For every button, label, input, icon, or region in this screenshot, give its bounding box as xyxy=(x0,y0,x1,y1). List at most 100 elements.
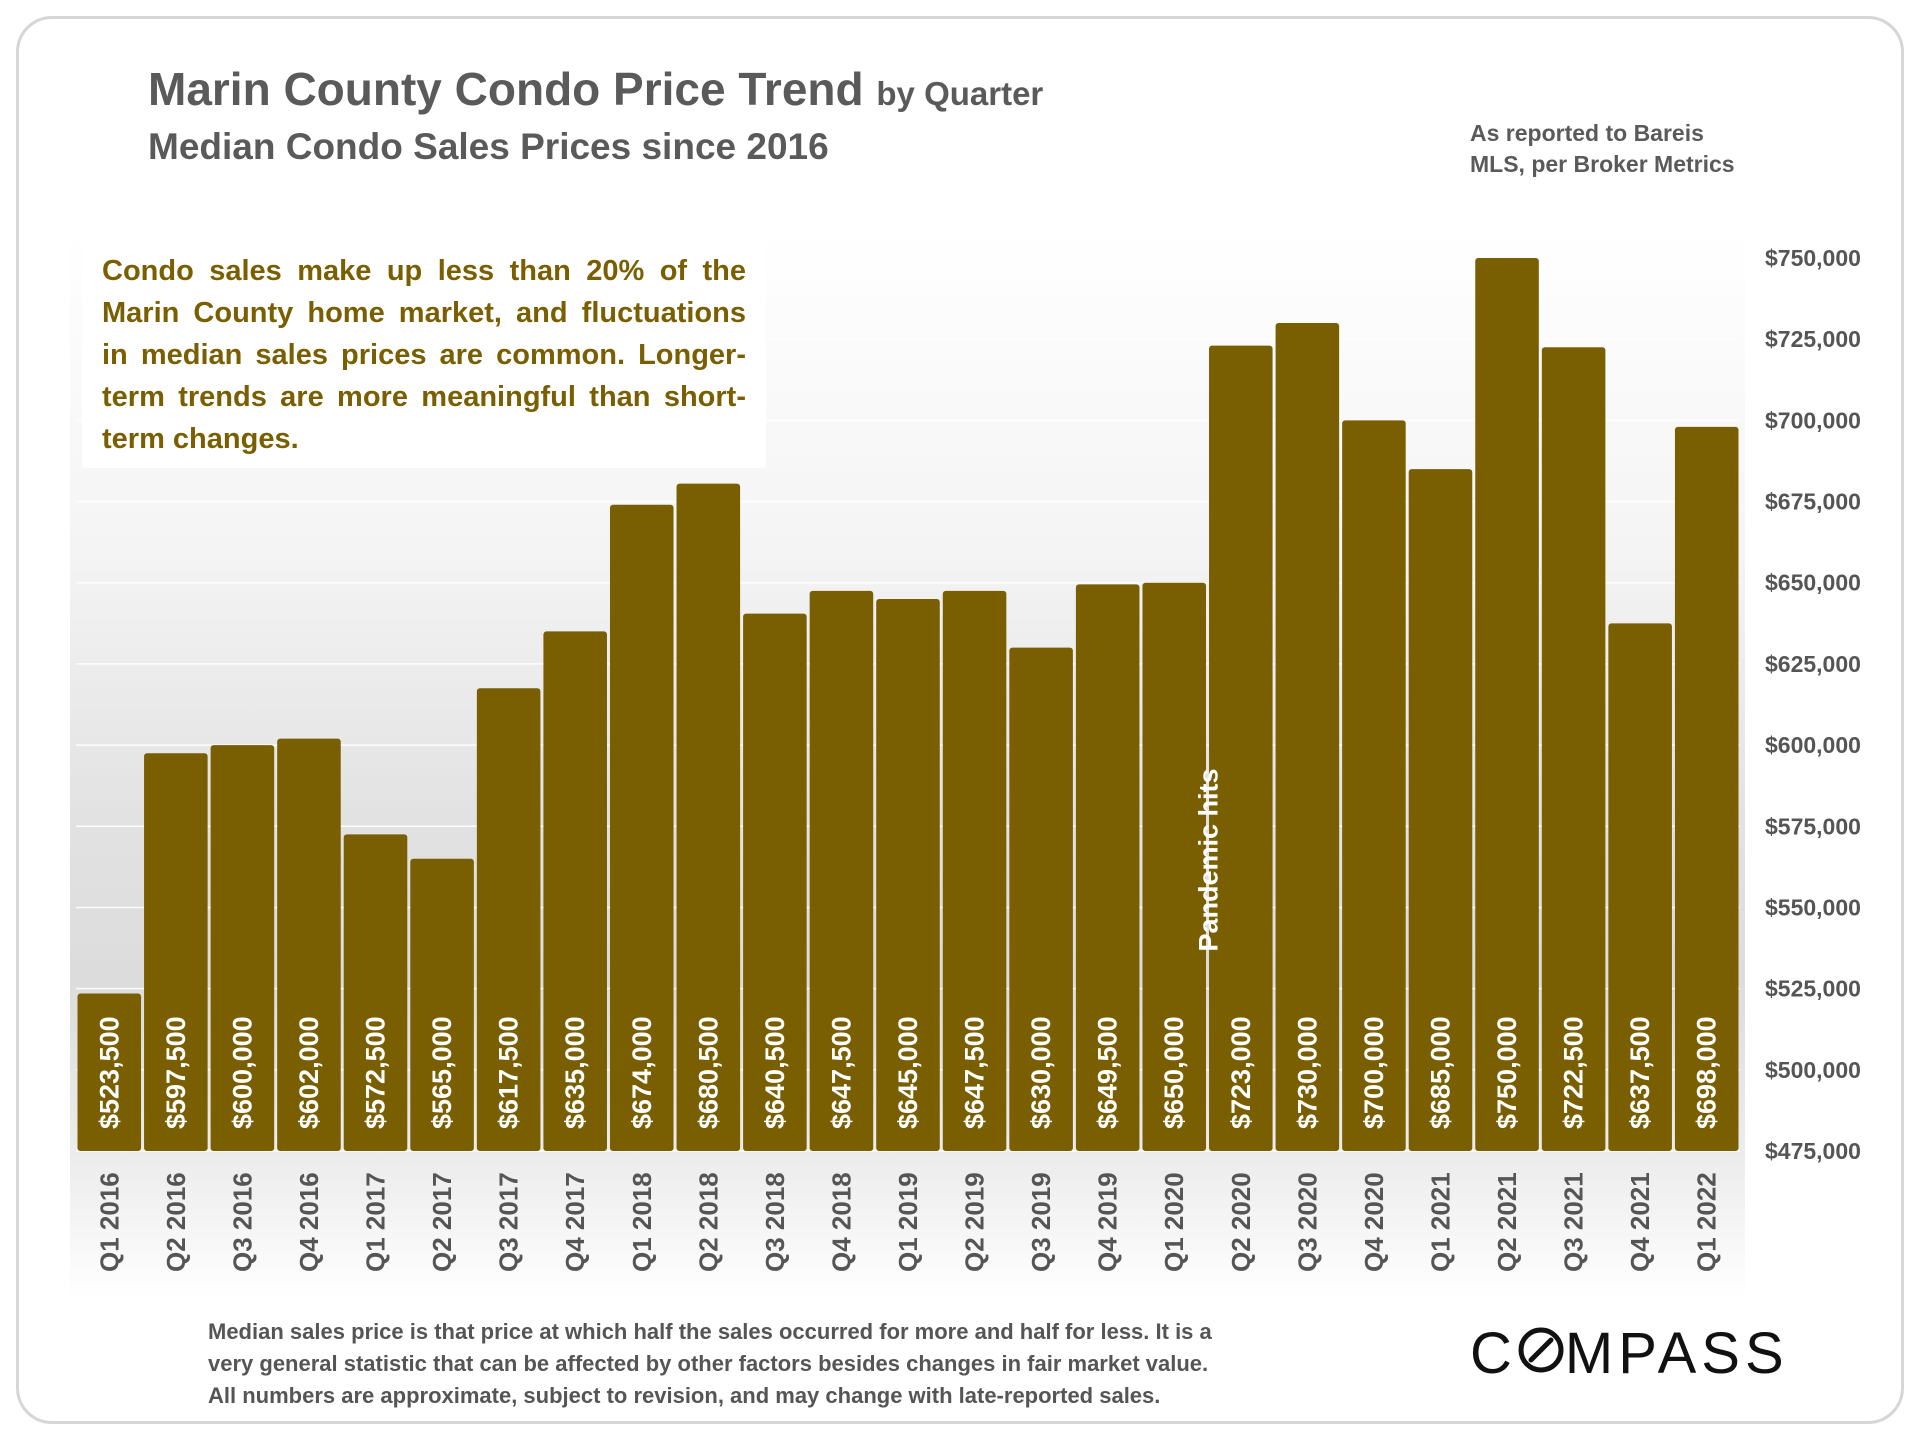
x-tick-label: Q4 2020 xyxy=(1359,1172,1389,1272)
y-tick-label: $700,000 xyxy=(1765,407,1861,433)
source-note: As reported to Bareis MLS, per Broker Me… xyxy=(1470,118,1770,180)
x-tick-label: Q4 2016 xyxy=(294,1172,324,1272)
bar-value-label: $635,000 xyxy=(560,1016,590,1129)
bar-value-label: $637,500 xyxy=(1625,1016,1655,1129)
bar xyxy=(476,688,541,1151)
bar-value-label: $650,000 xyxy=(1159,1016,1189,1129)
compass-o-icon xyxy=(1518,1327,1564,1373)
x-tick-label: Q2 2019 xyxy=(960,1172,990,1272)
bar xyxy=(410,858,474,1151)
bar-value-label: $647,500 xyxy=(826,1016,856,1129)
y-tick-label: $650,000 xyxy=(1765,570,1861,596)
bar xyxy=(1342,420,1406,1151)
bar xyxy=(144,753,208,1151)
bar-value-label: $723,000 xyxy=(1226,1016,1256,1129)
x-tick-label: Q4 2019 xyxy=(1093,1172,1123,1272)
x-tick-label: Q1 2018 xyxy=(627,1172,657,1272)
x-tick-label: Q1 2017 xyxy=(361,1172,391,1272)
bar xyxy=(77,993,142,1151)
bar-value-label: $674,000 xyxy=(627,1016,657,1129)
bar-value-label: $597,500 xyxy=(161,1016,191,1129)
y-tick-label: $750,000 xyxy=(1765,245,1861,271)
bar-value-label: $649,500 xyxy=(1093,1016,1123,1129)
bar xyxy=(809,590,874,1151)
chart-title-suffix: by Quarter xyxy=(876,75,1044,112)
bar-value-label: $645,000 xyxy=(893,1016,923,1129)
x-tick-label: Q3 2016 xyxy=(227,1172,257,1272)
y-tick-label: $475,000 xyxy=(1765,1138,1861,1164)
x-tick-label: Q2 2016 xyxy=(161,1172,191,1272)
bar-value-label: $600,000 xyxy=(227,1016,257,1129)
y-tick-label: $625,000 xyxy=(1765,651,1861,677)
callout-box: Condo sales make up less than 20% of the… xyxy=(82,240,766,468)
logo-text-start: C xyxy=(1470,1321,1517,1386)
bar-value-label: $647,500 xyxy=(960,1016,990,1129)
x-tick-label: Q1 2021 xyxy=(1425,1172,1455,1272)
bar-value-label: $630,000 xyxy=(1026,1016,1056,1129)
bar xyxy=(1209,345,1273,1151)
bar-value-label: $680,500 xyxy=(693,1016,723,1129)
x-tick-label: Q2 2021 xyxy=(1492,1172,1522,1272)
bar xyxy=(543,631,607,1151)
x-tick-label: Q1 2020 xyxy=(1159,1172,1189,1272)
x-tick-label: Q1 2022 xyxy=(1692,1172,1722,1272)
x-tick-label: Q3 2017 xyxy=(494,1172,524,1272)
bar-value-label: $685,000 xyxy=(1425,1016,1455,1129)
bar xyxy=(1541,347,1606,1151)
footnote-line-2: very general statistic that can be affec… xyxy=(208,1351,1209,1376)
x-tick-label: Q3 2020 xyxy=(1292,1172,1322,1272)
source-line-1: As reported to Bareis xyxy=(1470,120,1704,146)
bar xyxy=(1275,322,1340,1152)
bar-value-label: $617,500 xyxy=(494,1016,524,1129)
x-tick-label: Q2 2020 xyxy=(1226,1172,1256,1272)
bar xyxy=(609,504,674,1151)
x-tick-label: Q3 2018 xyxy=(760,1172,790,1272)
y-tick-label: $600,000 xyxy=(1765,732,1861,758)
bar-value-label: $602,000 xyxy=(294,1016,324,1129)
y-tick-label: $575,000 xyxy=(1765,813,1861,839)
chart-title: Marin County Condo Price Trend by Quarte… xyxy=(148,62,1043,116)
y-tick-label: $500,000 xyxy=(1765,1057,1861,1083)
bar-value-label: $565,000 xyxy=(427,1016,457,1129)
bar-value-label: $572,500 xyxy=(361,1016,391,1129)
x-tick-label: Q4 2021 xyxy=(1625,1172,1655,1272)
pandemic-annotation: Pandemic hits xyxy=(1194,768,1224,951)
x-tick-label: Q1 2016 xyxy=(94,1172,124,1272)
x-tick-label: Q4 2017 xyxy=(560,1172,590,1272)
bar xyxy=(743,613,807,1151)
y-tick-label: $675,000 xyxy=(1765,489,1861,515)
x-tick-label: Q2 2018 xyxy=(693,1172,723,1272)
bar xyxy=(1009,647,1073,1151)
footnote-line-3: All numbers are approximate, subject to … xyxy=(208,1383,1161,1408)
source-line-2: MLS, per Broker Metrics xyxy=(1470,151,1735,177)
y-tick-label: $550,000 xyxy=(1765,894,1861,920)
compass-logo: C MPASS xyxy=(1470,1320,1789,1387)
y-tick-label: $525,000 xyxy=(1765,976,1861,1002)
x-tick-label: Q1 2019 xyxy=(893,1172,923,1272)
bar-value-label: $640,500 xyxy=(760,1016,790,1129)
bar-value-label: $730,000 xyxy=(1292,1016,1322,1129)
bar xyxy=(210,745,275,1151)
y-tick-label: $725,000 xyxy=(1765,326,1861,352)
bar-value-label: $750,000 xyxy=(1492,1016,1522,1129)
x-tick-label: Q3 2021 xyxy=(1559,1172,1589,1272)
logo-text-end: MPASS xyxy=(1564,1321,1789,1386)
bar-value-label: $698,000 xyxy=(1692,1016,1722,1129)
bar xyxy=(1142,582,1207,1151)
bar-value-label: $700,000 xyxy=(1359,1016,1389,1129)
x-tick-label: Q4 2018 xyxy=(826,1172,856,1272)
bar xyxy=(1075,584,1140,1151)
bar xyxy=(1408,469,1473,1151)
footnote-line-1: Median sales price is that price at whic… xyxy=(208,1319,1212,1344)
chart-subtitle: Median Condo Sales Prices since 2016 xyxy=(148,126,829,167)
chart-title-main: Marin County Condo Price Trend xyxy=(148,63,864,115)
bar-value-label: $722,500 xyxy=(1559,1016,1589,1129)
footnote: Median sales price is that price at whic… xyxy=(208,1316,1328,1412)
bar xyxy=(1674,426,1739,1152)
bar xyxy=(1475,258,1539,1151)
bar xyxy=(277,738,341,1151)
bar xyxy=(876,598,940,1151)
bar xyxy=(1608,623,1672,1151)
bar xyxy=(343,834,408,1151)
